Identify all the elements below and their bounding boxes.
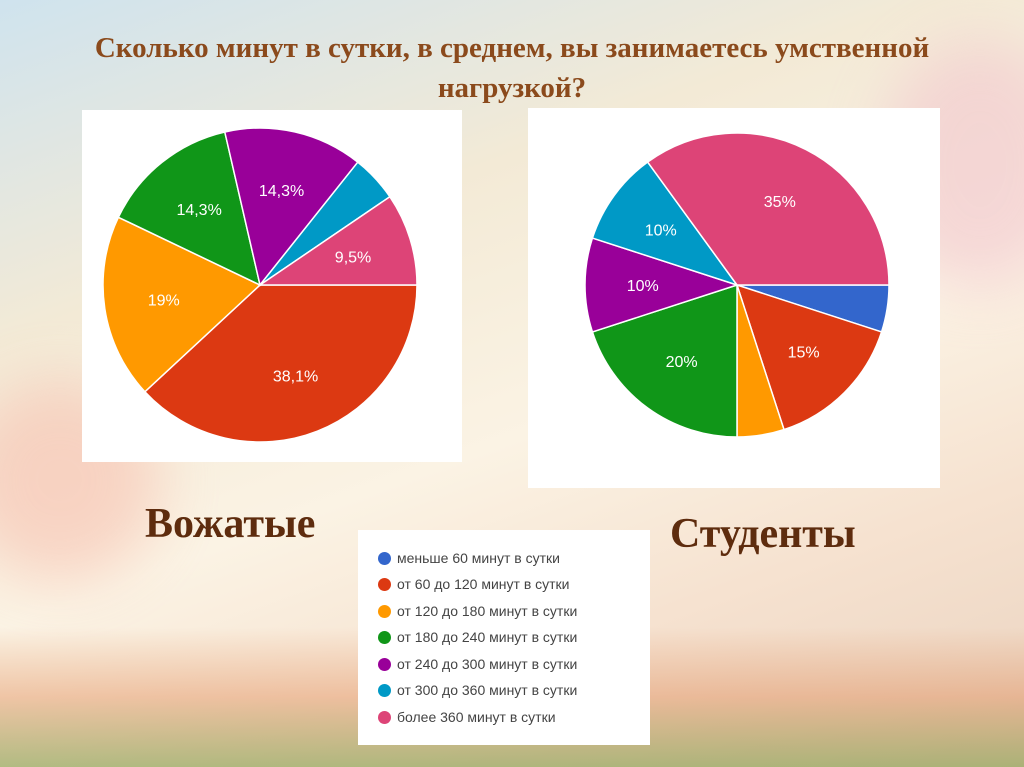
legend-item: от 120 до 180 минут в сутки <box>378 601 577 621</box>
pie-slice <box>735 283 883 431</box>
legend-item: меньше 60 минут в сутки <box>378 548 560 568</box>
slice-label: 14,3% <box>259 183 304 200</box>
legend-dot-icon <box>378 577 391 591</box>
slice-label: 15% <box>788 345 820 362</box>
slice-label: 10% <box>645 223 677 240</box>
legend-dot-icon <box>378 683 391 697</box>
chart-box-counselors: 38,1% 19% 14,3% 14,3% 9,5% <box>82 110 462 462</box>
legend: меньше 60 минут в сутки от 60 до 120 мин… <box>358 530 650 745</box>
caption-students: Студенты <box>670 511 856 557</box>
pie-slice <box>143 284 418 443</box>
legend-item: более 360 минут в сутки <box>378 707 556 727</box>
legend-item: от 240 до 300 минут в сутки <box>378 654 577 674</box>
legend-label: более 360 минут в сутки <box>397 709 556 725</box>
pie-slice <box>591 283 738 438</box>
legend-label: от 120 до 180 минут в сутки <box>397 603 578 619</box>
legend-label: меньше 60 минут в сутки <box>397 550 560 566</box>
slice-label: 10% <box>627 278 659 295</box>
pie-slice <box>584 237 740 333</box>
slice-label: 14,3% <box>176 202 221 219</box>
legend-item: от 300 до 360 минут в сутки <box>378 680 577 700</box>
pie-slice <box>591 160 739 287</box>
slice-label: 38,1% <box>273 369 318 386</box>
legend-item: от 60 до 120 минут в сутки <box>378 574 570 594</box>
page-title: Сколько минут в сутки, в среднем, вы зан… <box>94 32 930 104</box>
legend-label: от 180 до 240 минут в сутки <box>397 629 578 645</box>
legend-label: от 300 до 360 минут в сутки <box>397 682 578 698</box>
pie-slice <box>102 216 262 393</box>
legend-item: от 180 до 240 минут в сутки <box>378 627 577 647</box>
legend-label: от 60 до 120 минут в сутки <box>397 576 570 592</box>
legend-dot-icon <box>378 630 391 644</box>
pie-chart-students: 15% 20% 10% 10% 35% <box>584 132 890 438</box>
legend-label: от 240 до 300 минут в сутки <box>397 656 578 672</box>
caption-counselors: Вожатые <box>145 501 316 547</box>
legend-dot-icon <box>378 551 391 565</box>
legend-dot-icon <box>378 604 391 618</box>
legend-dot-icon <box>378 710 391 724</box>
pie-chart-counselors: 38,1% 19% 14,3% 14,3% 9,5% <box>102 127 418 443</box>
slice-label: 19% <box>148 293 180 310</box>
pie-slice <box>646 132 890 286</box>
slice-label: 9,5% <box>335 249 371 266</box>
pie-slice <box>257 195 418 286</box>
pie-slice <box>223 127 359 287</box>
legend-dot-icon <box>378 657 391 671</box>
chart-box-students: 15% 20% 10% 10% 35% <box>528 108 940 488</box>
pie-slice <box>117 131 262 287</box>
slice-label: 35% <box>764 194 796 211</box>
slice-label: 20% <box>666 354 698 371</box>
